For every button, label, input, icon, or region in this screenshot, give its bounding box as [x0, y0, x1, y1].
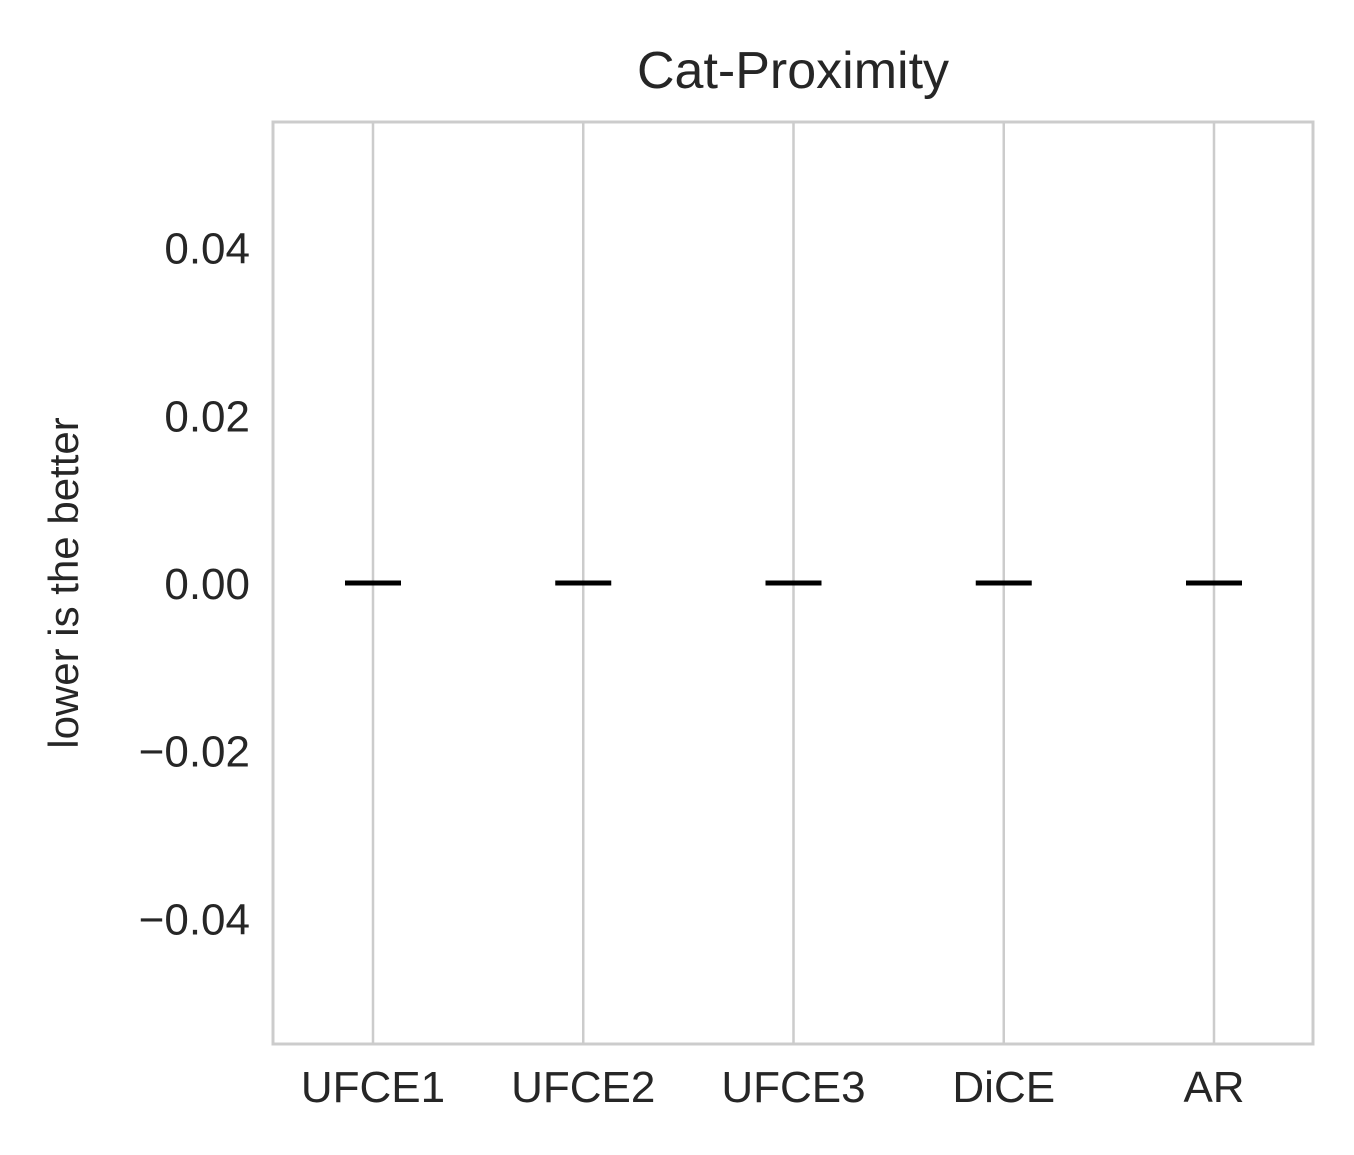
- x-tick-labels: UFCE1 UFCE2 UFCE3 DiCE AR: [301, 1063, 1245, 1112]
- y-tick-labels: 0.04 0.02 0.00 −0.02 −0.04: [139, 225, 250, 945]
- plot-frame: [271, 120, 1315, 1046]
- x-tick-label-dice: DiCE: [952, 1063, 1055, 1112]
- y-tick-label: 0.00: [164, 560, 250, 609]
- x-tick-label-ufce2: UFCE2: [511, 1063, 655, 1112]
- y-tick-label: 0.04: [164, 225, 250, 274]
- x-tick-label-ufce3: UFCE3: [721, 1063, 865, 1112]
- x-tick-label-ufce1: UFCE1: [301, 1063, 445, 1112]
- chart-title: Cat-Proximity: [637, 42, 949, 100]
- y-axis-label: lower is the better: [40, 417, 87, 749]
- y-tick-label: −0.02: [139, 728, 250, 777]
- x-tick-label-ar: AR: [1183, 1063, 1244, 1112]
- y-tick-label: −0.04: [139, 895, 250, 944]
- y-tick-label: 0.02: [164, 392, 250, 441]
